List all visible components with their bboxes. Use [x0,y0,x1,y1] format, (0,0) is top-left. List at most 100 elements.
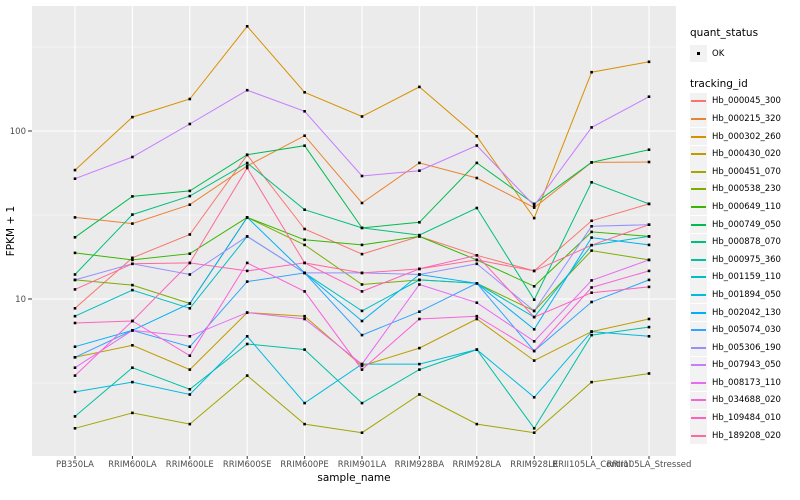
data-point [418,283,421,286]
legend-key [690,198,707,216]
legend-entry-label: Hb_002042_130 [712,307,781,318]
legend-entry-Hb_005074_030: Hb_005074_030 [690,321,800,339]
data-point [303,271,306,275]
data-point [188,335,192,338]
legend-key [690,391,707,409]
data-point [475,314,479,318]
data-point [245,374,249,377]
data-point [418,317,421,321]
data-point [303,401,306,405]
legend-key [690,374,707,392]
legend-key [690,145,707,163]
data-point [590,380,593,384]
data-point [73,366,77,369]
data-point [418,169,421,172]
data-point [590,249,593,252]
legend-key [690,427,707,445]
data-point [647,269,651,273]
x-axis-title: sample_name [317,472,391,484]
legend-key [690,356,707,374]
legend-entry-label: Hb_000045_300 [712,96,781,107]
data-point [360,368,364,371]
data-point [647,202,651,206]
data-point [73,345,77,348]
data-point [188,194,192,198]
data-point [303,91,306,94]
data-point [418,346,421,350]
legend-entry-label: Hb_109484_010 [712,413,781,424]
data-point [73,168,77,172]
legend-title-tracking-id: tracking_id [690,77,748,90]
data-point [73,177,77,180]
data-point [188,354,192,357]
data-point [245,311,249,314]
legend-entry-label: Hb_007943_050 [712,360,781,371]
data-point [647,325,651,329]
data-point [532,309,536,313]
legend-entry-Hb_008173_110: Hb_008173_110 [690,374,800,392]
legend-entry-Hb_034688_020: Hb_034688_020 [690,391,800,410]
x-tick-label: RRIM600LE [166,460,214,470]
data-point [532,285,536,288]
data-point [245,280,249,283]
line-swatch-icon [691,188,706,191]
data-point [647,372,651,375]
line-swatch-icon [691,153,706,156]
legend-key [690,339,707,357]
data-point [532,431,536,434]
legend-key [690,304,707,322]
x-tick-label: RRIM928LA [452,460,501,470]
data-point [647,148,651,151]
data-point [73,278,77,282]
data-point [188,422,192,426]
data-point [475,206,479,210]
data-point [360,401,364,405]
data-point [475,144,479,147]
line-swatch-icon [691,241,706,244]
legend: quant_status OK tracking_id Hb_000045_30… [690,27,800,445]
legend-entry-label: Hb_005306_190 [712,342,781,353]
data-point [131,262,134,266]
legend-entry-label: Hb_000538_230 [712,184,781,195]
legend-key [690,45,707,63]
line-swatch-icon [691,417,706,420]
data-point [360,309,364,313]
data-point [73,288,77,291]
data-point [590,161,593,164]
data-point [245,269,249,273]
y-axis-title: FPKM + 1 [5,205,17,257]
data-point [360,283,364,286]
data-point [647,335,651,338]
data-point [532,359,536,362]
data-point [647,235,651,238]
data-point [188,302,192,305]
data-point [73,321,77,325]
data-point [245,88,249,92]
legend-entry-Hb_007943_050: Hb_007943_050 [690,356,800,375]
data-point [418,368,421,371]
legend-entry-label: Hb_001159_110 [712,272,781,283]
data-point [303,208,306,211]
legend-entry-Hb_189208_020: Hb_189208_020 [690,427,800,445]
line-swatch-icon [691,258,706,261]
data-point [131,380,134,384]
legend-entry-label: Hb_000649_110 [712,201,781,212]
data-point [245,235,249,238]
data-point [245,25,249,28]
legend-entry-Hb_000215_320: Hb_000215_320 [690,110,800,128]
data-point [73,390,77,394]
legend-entry-Hb_000649_110: Hb_000649_110 [690,198,800,216]
x-tick-label: RRIM928BA [395,460,445,470]
data-point [647,278,651,282]
data-point [131,195,134,198]
legend-entry-label: Hb_008173_110 [712,377,781,388]
data-point [188,368,192,371]
data-point [188,388,192,391]
data-point [475,348,479,351]
data-point [360,115,364,118]
legend-entry-label: Hb_034688_020 [712,395,781,406]
data-point [475,301,479,304]
data-point [475,254,479,257]
legend-entry-Hb_001894_050: Hb_001894_050 [690,286,800,304]
